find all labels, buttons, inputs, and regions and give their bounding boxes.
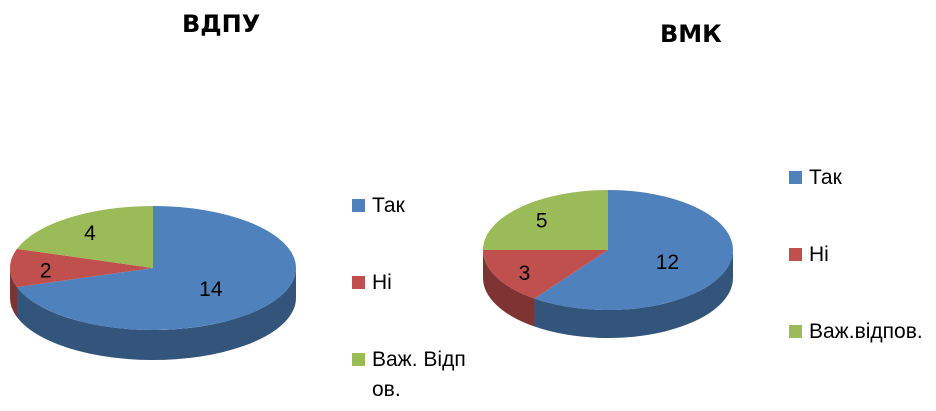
pie-slice xyxy=(534,190,734,310)
pie-side xyxy=(534,250,733,338)
data-label: 14 xyxy=(199,278,223,301)
pie-side xyxy=(16,268,296,360)
legend-swatch xyxy=(789,325,802,338)
data-label: 5 xyxy=(536,210,548,233)
legend-label: Важ. Відпов. xyxy=(372,348,466,401)
pie-slice xyxy=(16,206,154,268)
legend-swatch xyxy=(352,199,365,212)
pie-slice xyxy=(16,206,296,330)
legend-label: Ні xyxy=(372,271,392,294)
chart-title: ВДПУ xyxy=(182,10,261,38)
pie-slice xyxy=(483,250,608,299)
legend-swatch xyxy=(789,171,802,184)
chart-title: ВМК xyxy=(660,20,722,48)
legend-label: Важ.відпов. xyxy=(809,320,923,343)
data-label: 4 xyxy=(84,222,96,245)
pie-slice xyxy=(9,248,153,288)
legend-label: Так xyxy=(809,166,842,189)
legend-swatch xyxy=(789,248,802,261)
pie-side xyxy=(483,250,535,327)
legend-swatch xyxy=(352,276,365,289)
pie-side xyxy=(10,268,17,318)
data-label: 3 xyxy=(519,262,531,285)
legend-label: Ні xyxy=(809,243,829,266)
legend-swatch xyxy=(352,353,365,366)
data-label: 12 xyxy=(656,251,679,274)
pie-slice xyxy=(483,190,608,250)
data-label: 2 xyxy=(40,260,52,283)
legend-label: Так xyxy=(372,194,405,217)
